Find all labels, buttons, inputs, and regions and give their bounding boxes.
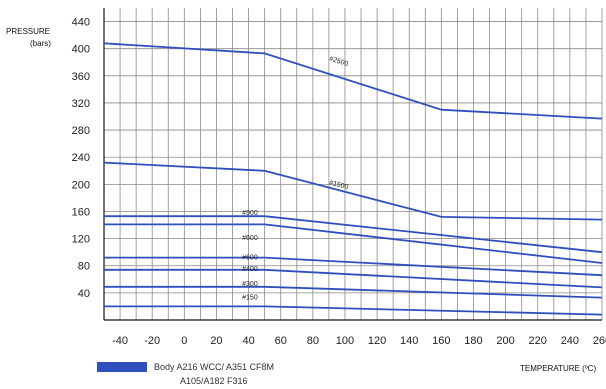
y-tick-label: 440 [72, 17, 90, 29]
series-label: #400 [242, 266, 258, 273]
legend-line-2: A105/A182 F316 [180, 376, 248, 386]
x-tick-label: -20 [144, 335, 160, 347]
y-tick-label: 320 [72, 98, 90, 110]
x-tick-label: 40 [242, 335, 254, 347]
legend-line-1: Body A216 WCC/ A351 CF8M [154, 362, 275, 372]
series-label: #600 [242, 255, 258, 262]
legend-swatch [97, 362, 147, 372]
x-tick-label: 260 [593, 335, 606, 347]
x-tick-label: 120 [368, 335, 386, 347]
x-tick-label: 60 [275, 335, 287, 347]
x-tick-label: 240 [561, 335, 579, 347]
x-tick-label: 180 [464, 335, 482, 347]
x-tick-label: 80 [307, 335, 319, 347]
y-tick-label: 240 [72, 152, 90, 164]
x-tick-label: 20 [210, 335, 222, 347]
series-label: #2500 [328, 55, 349, 68]
series-line [104, 223, 603, 264]
y-tick-label: 200 [72, 179, 90, 191]
series-label: #150 [242, 295, 258, 302]
y-axis-title: PRESSURE [6, 27, 51, 36]
series-line [103, 161, 603, 221]
series-line [104, 285, 603, 299]
y-tick-label: 400 [72, 44, 90, 56]
x-tick-label: 160 [432, 335, 450, 347]
x-axis-title: TEMPERATURE (ºC) [520, 364, 597, 373]
y-tick-label: 40 [78, 288, 90, 300]
y-tick-label: 160 [72, 206, 90, 218]
series-line [104, 215, 603, 254]
series-line [103, 42, 603, 120]
x-tick-label: 0 [181, 335, 187, 347]
y-tick-label: 80 [78, 261, 90, 273]
series-line [104, 268, 603, 289]
series-line [104, 305, 603, 316]
x-tick-label: 220 [529, 335, 547, 347]
series-label: #300 [242, 281, 258, 288]
x-tick-label: -40 [112, 335, 128, 347]
x-tick-label: 140 [400, 335, 418, 347]
series-label: #900 [242, 210, 258, 217]
y-tick-label: 280 [72, 125, 90, 137]
series-label: #1500 [328, 180, 349, 192]
y-tick-label: 120 [72, 234, 90, 246]
x-tick-label: 200 [496, 335, 514, 347]
y-axis-unit: (bars) [30, 39, 51, 48]
x-tick-label: 100 [336, 335, 354, 347]
series-line [104, 256, 603, 277]
y-tick-label: 360 [72, 71, 90, 83]
series-label: #600 [242, 235, 258, 242]
